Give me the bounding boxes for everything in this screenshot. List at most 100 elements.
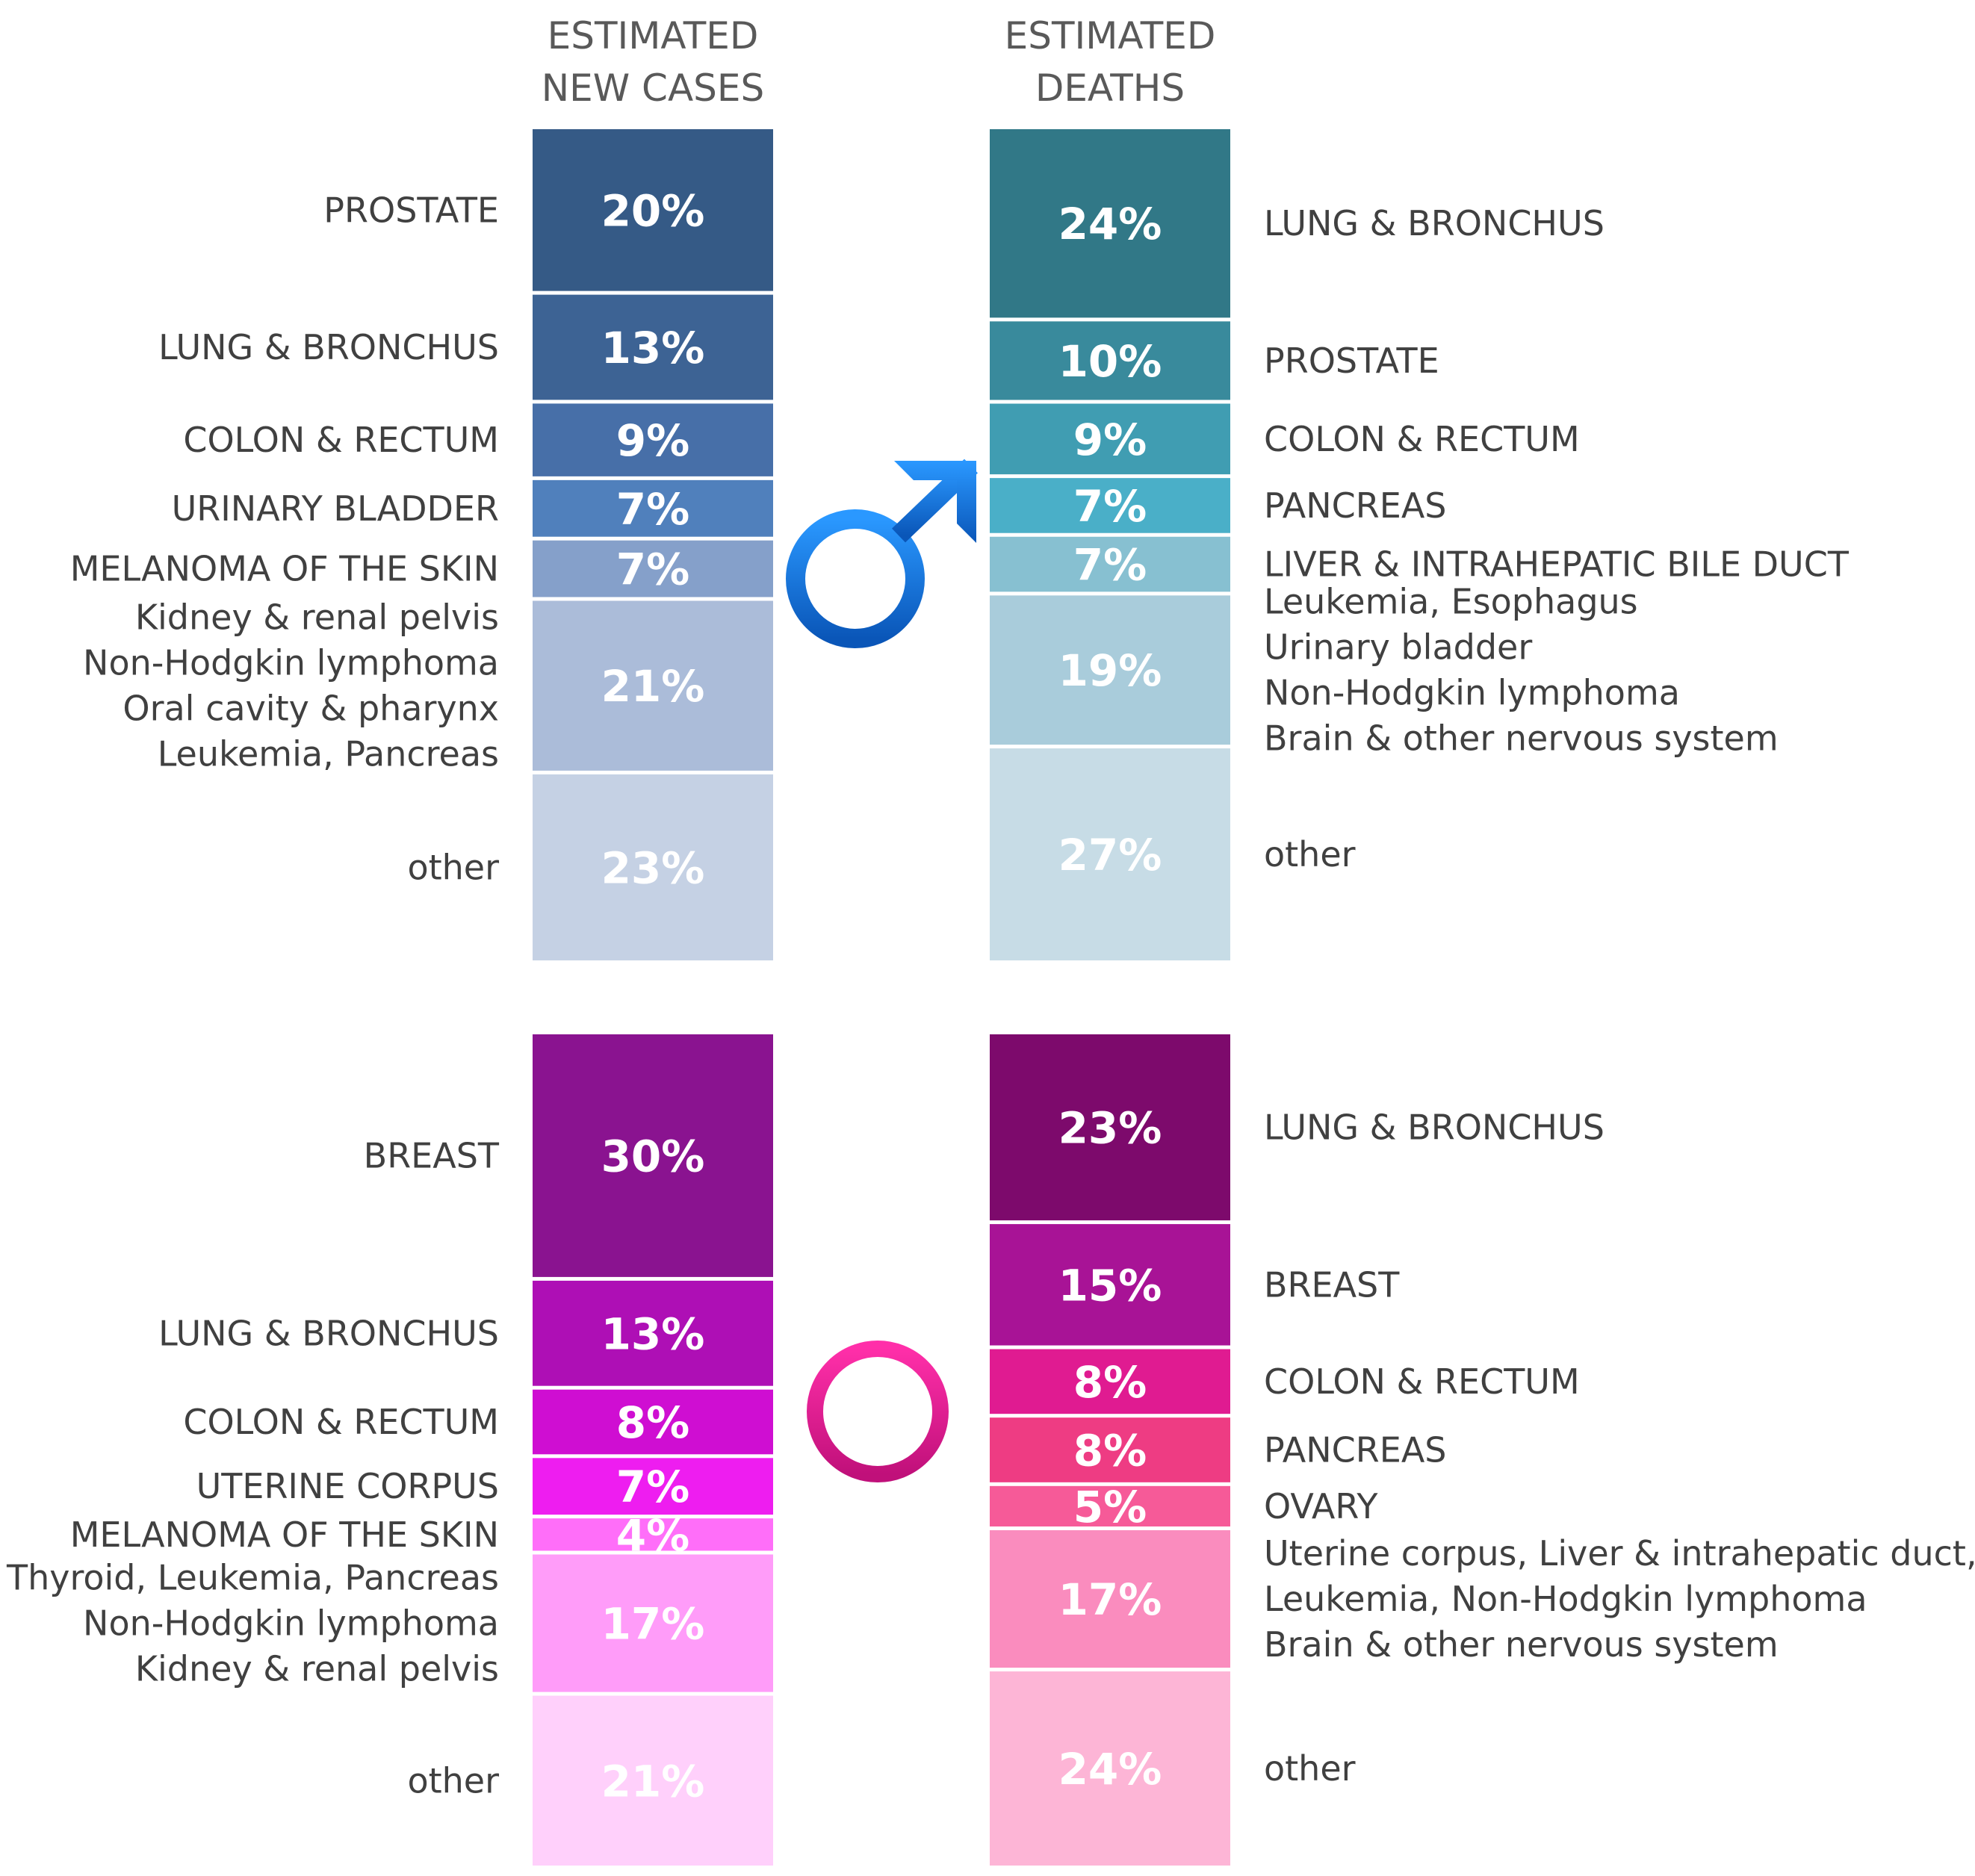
female-deaths-category-label: other	[1264, 1748, 1356, 1789]
male-deaths-category-label: Leukemia, Esophagus	[1264, 582, 1638, 622]
male-deaths-segment	[990, 595, 1230, 745]
female-new-cases-percent-label: 7%	[616, 1462, 689, 1512]
male-deaths-category-label: Urinary bladder	[1264, 627, 1532, 668]
male-new-cases-category-label: other	[407, 847, 499, 887]
male-new-cases-segment	[533, 600, 773, 771]
male-deaths-category-label: LUNG & BRONCHUS	[1264, 203, 1605, 243]
female-deaths-percent-label: 15%	[1058, 1260, 1162, 1311]
male-deaths-segment	[990, 129, 1230, 318]
male-new-cases-segment	[533, 479, 773, 537]
female-new-cases-percent-label: 17%	[601, 1599, 705, 1650]
female-deaths-segment	[990, 1034, 1230, 1221]
male-deaths-category-label: Non-Hodgkin lymphoma	[1264, 673, 1680, 713]
male-deaths-segment	[990, 403, 1230, 475]
female-new-cases-segment	[533, 1389, 773, 1455]
male-deaths-percent-label: 10%	[1058, 336, 1162, 387]
female-deaths-segment	[990, 1224, 1230, 1346]
female-deaths-category-label: Brain & other nervous system	[1264, 1624, 1779, 1665]
female-new-cases-segment	[533, 1034, 773, 1277]
male-deaths-percent-label: 9%	[1073, 414, 1147, 465]
female-deaths-category-label: Uterine corpus, Liver & intrahepatic duc…	[1264, 1533, 1975, 1574]
male-deaths-category-label: other	[1264, 834, 1356, 875]
male-deaths-category-label: LIVER & INTRAHEPATIC BILE DUCT	[1264, 544, 1850, 585]
male-new-cases-percent-label: 13%	[601, 323, 705, 373]
female-new-cases-category-label: UTERINE CORPUS	[196, 1466, 499, 1506]
female-new-cases-category-label: other	[407, 1760, 499, 1801]
male-new-cases-header-line: NEW CASES	[542, 66, 765, 110]
female-new-cases-segment	[533, 1518, 773, 1551]
female-deaths-category-label: OVARY	[1264, 1486, 1378, 1526]
male-deaths-segment	[990, 536, 1230, 592]
male-deaths-header-line: DEATHS	[1035, 66, 1185, 110]
male-deaths-category-label: COLON & RECTUM	[1264, 419, 1580, 459]
male-new-cases-percent-label: 21%	[601, 661, 705, 712]
female-new-cases-category-label: Kidney & renal pelvis	[135, 1649, 499, 1689]
female-deaths-category-label: LUNG & BRONCHUS	[1264, 1108, 1605, 1148]
female-deaths-percent-label: 8%	[1073, 1357, 1147, 1408]
male-new-cases-category-label: COLON & RECTUM	[183, 420, 499, 460]
female-new-cases-percent-label: 4%	[616, 1510, 689, 1561]
male-deaths-percent-label: 27%	[1058, 830, 1162, 880]
female-new-cases-segment	[533, 1695, 773, 1866]
male-deaths-category-label: PANCREAS	[1264, 485, 1447, 526]
female-new-cases-category-label: Non-Hodgkin lymphoma	[83, 1603, 499, 1644]
female-deaths-percent-label: 8%	[1073, 1426, 1147, 1476]
female-new-cases-category-label: BREAST	[364, 1135, 500, 1175]
male-deaths-segment	[990, 321, 1230, 400]
male-deaths-percent-label: 7%	[1073, 540, 1147, 591]
female-deaths-category-label: COLON & RECTUM	[1264, 1361, 1580, 1402]
male-new-cases-category-label: Leukemia, Pancreas	[158, 734, 499, 774]
female-new-cases-category-label: COLON & RECTUM	[183, 1402, 499, 1442]
male-new-cases-header-line: ESTIMATED	[548, 14, 759, 58]
male-new-cases-category-label: PROSTATE	[323, 190, 499, 230]
female-deaths-segment	[990, 1349, 1230, 1414]
female-deaths-segment	[990, 1671, 1230, 1866]
male-deaths-percent-label: 24%	[1058, 199, 1162, 249]
male-new-cases-segment	[533, 540, 773, 597]
male-deaths-category-label: PROSTATE	[1264, 341, 1439, 381]
female-new-cases-percent-label: 30%	[601, 1131, 705, 1181]
male-new-cases-category-label: LUNG & BRONCHUS	[158, 327, 499, 367]
male-deaths-segment	[990, 748, 1230, 960]
female-deaths-category-label: PANCREAS	[1264, 1430, 1447, 1470]
male-deaths-percent-label: 7%	[1073, 481, 1147, 532]
bars-layer: ESTIMATED NEW CASES 20% PROSTATE 13% LUNG & B…	[6, 14, 1975, 1866]
male-deaths-segment	[990, 478, 1230, 533]
female-new-cases-percent-label: 21%	[601, 1756, 705, 1807]
female-new-cases-percent-label: 13%	[601, 1308, 705, 1359]
male-new-cases-category-label: URINARY BLADDER	[172, 488, 499, 529]
male-new-cases-category-label: Non-Hodgkin lymphoma	[83, 643, 499, 683]
female-new-cases-segment	[533, 1280, 773, 1386]
male-new-cases-segment	[533, 774, 773, 960]
female-deaths-category-label: BREAST	[1264, 1264, 1400, 1305]
female-new-cases-category-label: Thyroid, Leukemia, Pancreas	[6, 1558, 499, 1598]
male-deaths-percent-label: 19%	[1058, 645, 1162, 696]
female-new-cases-segment	[533, 1458, 773, 1515]
male-new-cases-percent-label: 7%	[616, 484, 689, 535]
female-deaths-segment	[990, 1485, 1230, 1526]
female-deaths-percent-label: 17%	[1058, 1574, 1162, 1625]
female-deaths-segment	[990, 1417, 1230, 1482]
male-new-cases-segment	[533, 129, 773, 291]
male-deaths-header-line: ESTIMATED	[1005, 14, 1216, 58]
female-deaths-percent-label: 5%	[1073, 1482, 1147, 1532]
female-symbol-icon	[807, 1341, 949, 1576]
female-new-cases-segment	[533, 1554, 773, 1692]
male-new-cases-category-label: Kidney & renal pelvis	[135, 597, 499, 638]
male-new-cases-segment	[533, 403, 773, 476]
male-deaths-category-label: Brain & other nervous system	[1264, 718, 1779, 759]
male-new-cases-segment	[533, 294, 773, 400]
female-deaths-category-label: Leukemia, Non-Hodgkin lymphoma	[1264, 1579, 1867, 1619]
male-new-cases-category-label: MELANOMA OF THE SKIN	[70, 549, 499, 589]
male-symbol-icon	[786, 459, 978, 648]
female-new-cases-category-label: LUNG & BRONCHUS	[158, 1313, 499, 1353]
male-new-cases-percent-label: 9%	[616, 415, 689, 466]
male-new-cases-percent-label: 20%	[601, 185, 705, 236]
female-new-cases-category-label: MELANOMA OF THE SKIN	[70, 1515, 499, 1555]
female-deaths-segment	[990, 1529, 1230, 1668]
male-new-cases-percent-label: 7%	[616, 544, 689, 595]
female-deaths-percent-label: 24%	[1058, 1744, 1162, 1795]
male-new-cases-percent-label: 23%	[601, 842, 705, 893]
